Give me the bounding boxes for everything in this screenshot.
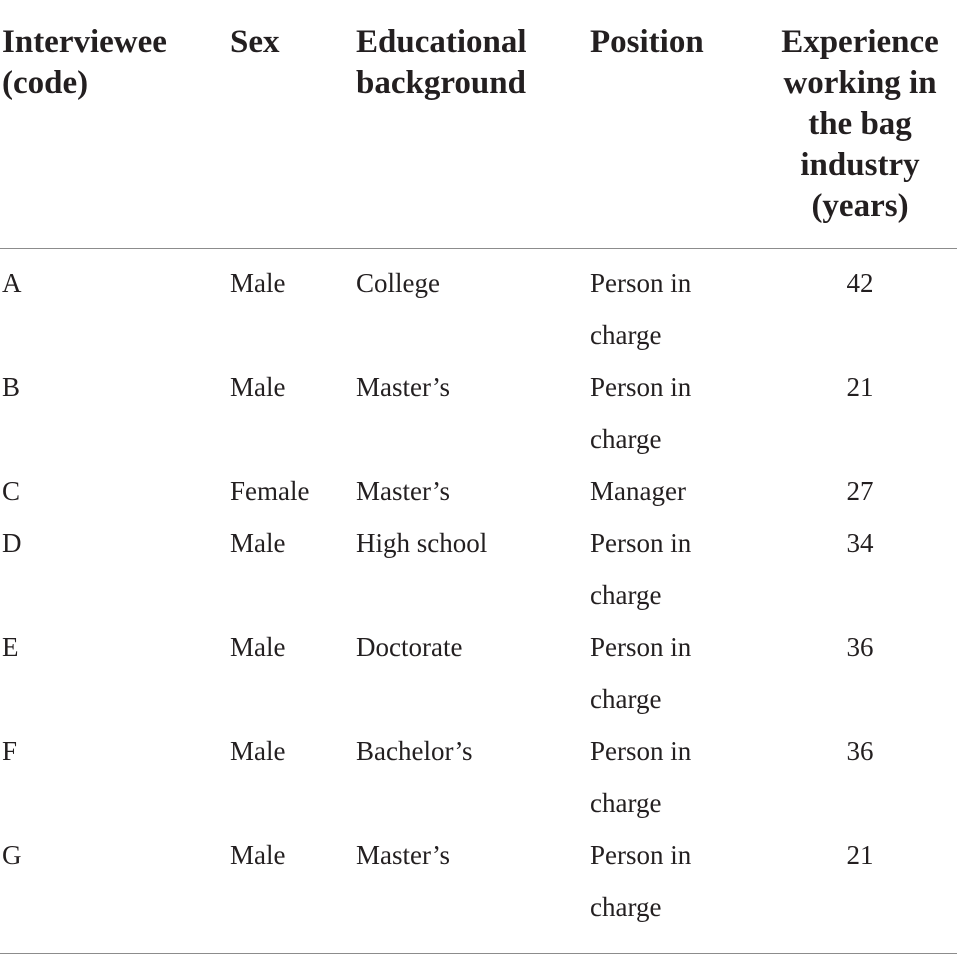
header-position: Position (590, 24, 704, 60)
cell-education: Bachelor’s (356, 736, 473, 766)
cell-code: G (2, 840, 22, 870)
cell-sex: Male (230, 840, 286, 870)
cell-code: E (2, 632, 19, 662)
cell-sex: Male (230, 372, 286, 402)
header-sex: Sex (230, 24, 280, 60)
cell-position: Person in charge (590, 372, 692, 454)
cell-code: D (2, 528, 22, 558)
cell-position: Person in charge (590, 736, 692, 818)
cell-education: High school (356, 528, 488, 558)
table-row: G Male Master’s Person in charge 21 (0, 829, 957, 933)
cell-sex: Male (230, 632, 286, 662)
cell-experience: 42 (846, 268, 874, 298)
cell-sex: Male (230, 268, 286, 298)
cell-position: Manager (590, 476, 686, 506)
cell-experience: 27 (846, 476, 874, 506)
cell-sex: Female (230, 476, 310, 506)
table-row: E Male Doctorate Person in charge 36 (0, 621, 957, 725)
header-experience-years: Experience working in the bag industry (… (781, 24, 939, 224)
cell-education: College (356, 268, 440, 298)
cell-experience: 36 (846, 736, 874, 766)
cell-sex: Male (230, 736, 286, 766)
cell-experience: 21 (846, 840, 874, 870)
cell-experience: 36 (846, 632, 874, 662)
cell-code: B (2, 372, 21, 402)
table-header: Interviewee (code) Sex Educational backg… (0, 0, 957, 249)
table-body: A Male College Person in charge 42 B Mal… (0, 249, 957, 954)
cell-position: Person in charge (590, 268, 692, 350)
cell-education: Doctorate (356, 632, 463, 662)
cell-position: Person in charge (590, 632, 692, 714)
table-row: F Male Bachelor’s Person in charge 36 (0, 725, 957, 829)
cell-code: A (2, 268, 22, 298)
cell-education: Master’s (356, 372, 450, 402)
cell-experience: 21 (846, 372, 874, 402)
cell-code: C (2, 476, 21, 506)
table-row: D Male High school Person in charge 34 (0, 517, 957, 621)
cell-position: Person in charge (590, 528, 692, 610)
table-row: B Male Master’s Person in charge 21 (0, 361, 957, 465)
table-row: A Male College Person in charge 42 (0, 257, 957, 361)
cell-code: F (2, 736, 18, 766)
table-row: C Female Master’s Manager 27 (0, 465, 957, 517)
cell-education: Master’s (356, 840, 450, 870)
header-educational-background: Educational background (356, 24, 527, 101)
cell-experience: 34 (846, 528, 874, 558)
cell-sex: Male (230, 528, 286, 558)
header-interviewee-code: Interviewee (code) (2, 24, 167, 101)
cell-position: Person in charge (590, 840, 692, 922)
cell-education: Master’s (356, 476, 450, 506)
